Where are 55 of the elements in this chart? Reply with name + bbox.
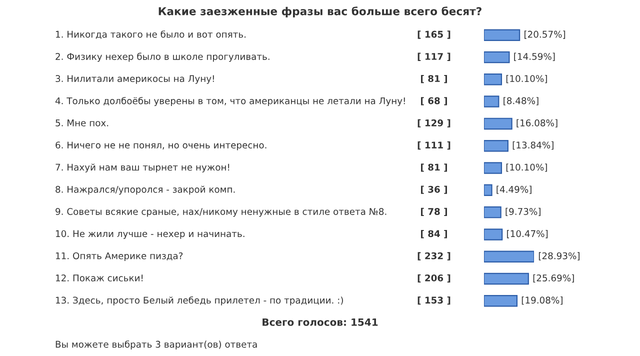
text: Какие заезженные фразы вас больше всего бесят? — [158, 6, 482, 18]
annotation: [19.08%] — [522, 296, 562, 305]
data-label: [ 153 ] — [418, 296, 450, 305]
bar — [484, 295, 518, 307]
text: Всего голосов: 1541 — [262, 318, 378, 326]
data-label: [ 117 ] — [418, 52, 450, 61]
annotation: [25.69%] — [533, 274, 574, 283]
y-tick-label: 12. Покаж сиськи! — [56, 274, 143, 282]
data-label: [ 78 ] — [421, 208, 447, 216]
bar — [484, 184, 492, 196]
data-label: [ 232 ] — [418, 252, 450, 260]
bar — [484, 118, 512, 130]
data-label: [ 36 ] — [421, 186, 447, 194]
bar — [484, 74, 502, 86]
y-tick-label: 9. Советы всякие сраные, нах/никому ненужные в стиле ответа №8. — [56, 208, 386, 217]
y-tick-label: 2. Физику нехер было в школе прогуливать. — [56, 52, 270, 62]
y-tick-label: 6. Ничего не не понял, но очень интересно. — [56, 142, 266, 150]
y-tick-label: 10. Не жили лучше - нехер и начинать. — [56, 230, 244, 239]
data-label: [ 84 ] — [421, 230, 447, 238]
y-tick-label: 13. Здесь, просто Белый лебедь прилетел - по традиции. :) — [56, 296, 343, 306]
annotation: [14.59%] — [514, 52, 555, 61]
data-label: [ 81 ] — [421, 74, 447, 84]
y-tick-label: 5. Мне пох. — [56, 120, 108, 126]
annotation: [16.08%] — [516, 119, 558, 128]
annotation: [13.84%] — [512, 141, 554, 150]
y-tick-label: 1. Никогда такого не было и вот опять. — [56, 30, 246, 39]
data-label: [ 165 ] — [418, 30, 450, 39]
annotation: [28.93%] — [538, 252, 580, 260]
data-label: [ 111 ] — [418, 141, 450, 150]
y-tick-label: 4. Только долбоёбы уверены в том, что американцы не летали на Луну! — [55, 97, 405, 106]
data-label: [ 129 ] — [418, 119, 450, 128]
y-tick-label: 11. Опять Америке пизда? — [56, 252, 183, 262]
bar — [484, 96, 500, 108]
bar — [484, 51, 510, 64]
data-label: [ 81 ] — [421, 164, 447, 172]
data-label: [ 68 ] — [421, 97, 447, 106]
annotation: [10.47%] — [507, 230, 548, 238]
y-tick-label: 7. Нахуй нам ваш тырнет не нужон! — [56, 164, 230, 172]
annotation: [8.48%] — [504, 97, 538, 106]
annotation: [4.49%] — [496, 186, 532, 194]
bar — [484, 162, 502, 174]
y-tick-label: 8. Нажрался/упоролся - закрой комп. — [56, 186, 235, 195]
bar — [484, 250, 534, 262]
data-label: [ 206 ] — [418, 274, 450, 283]
annotation: [10.10%] — [506, 74, 547, 84]
bar — [484, 228, 503, 240]
bar — [484, 140, 508, 152]
annotation: [9.73%] — [506, 208, 540, 216]
y-tick-label: 3. Нилитали америкосы на Луну! — [56, 75, 214, 84]
annotation: [10.10%] — [506, 164, 547, 172]
annotation: [20.57%] — [524, 30, 566, 39]
bar — [484, 29, 520, 41]
text: Вы можете выбрать 3 вариант(ов) ответа — [56, 340, 257, 350]
bar — [484, 206, 502, 218]
bar — [484, 272, 529, 285]
